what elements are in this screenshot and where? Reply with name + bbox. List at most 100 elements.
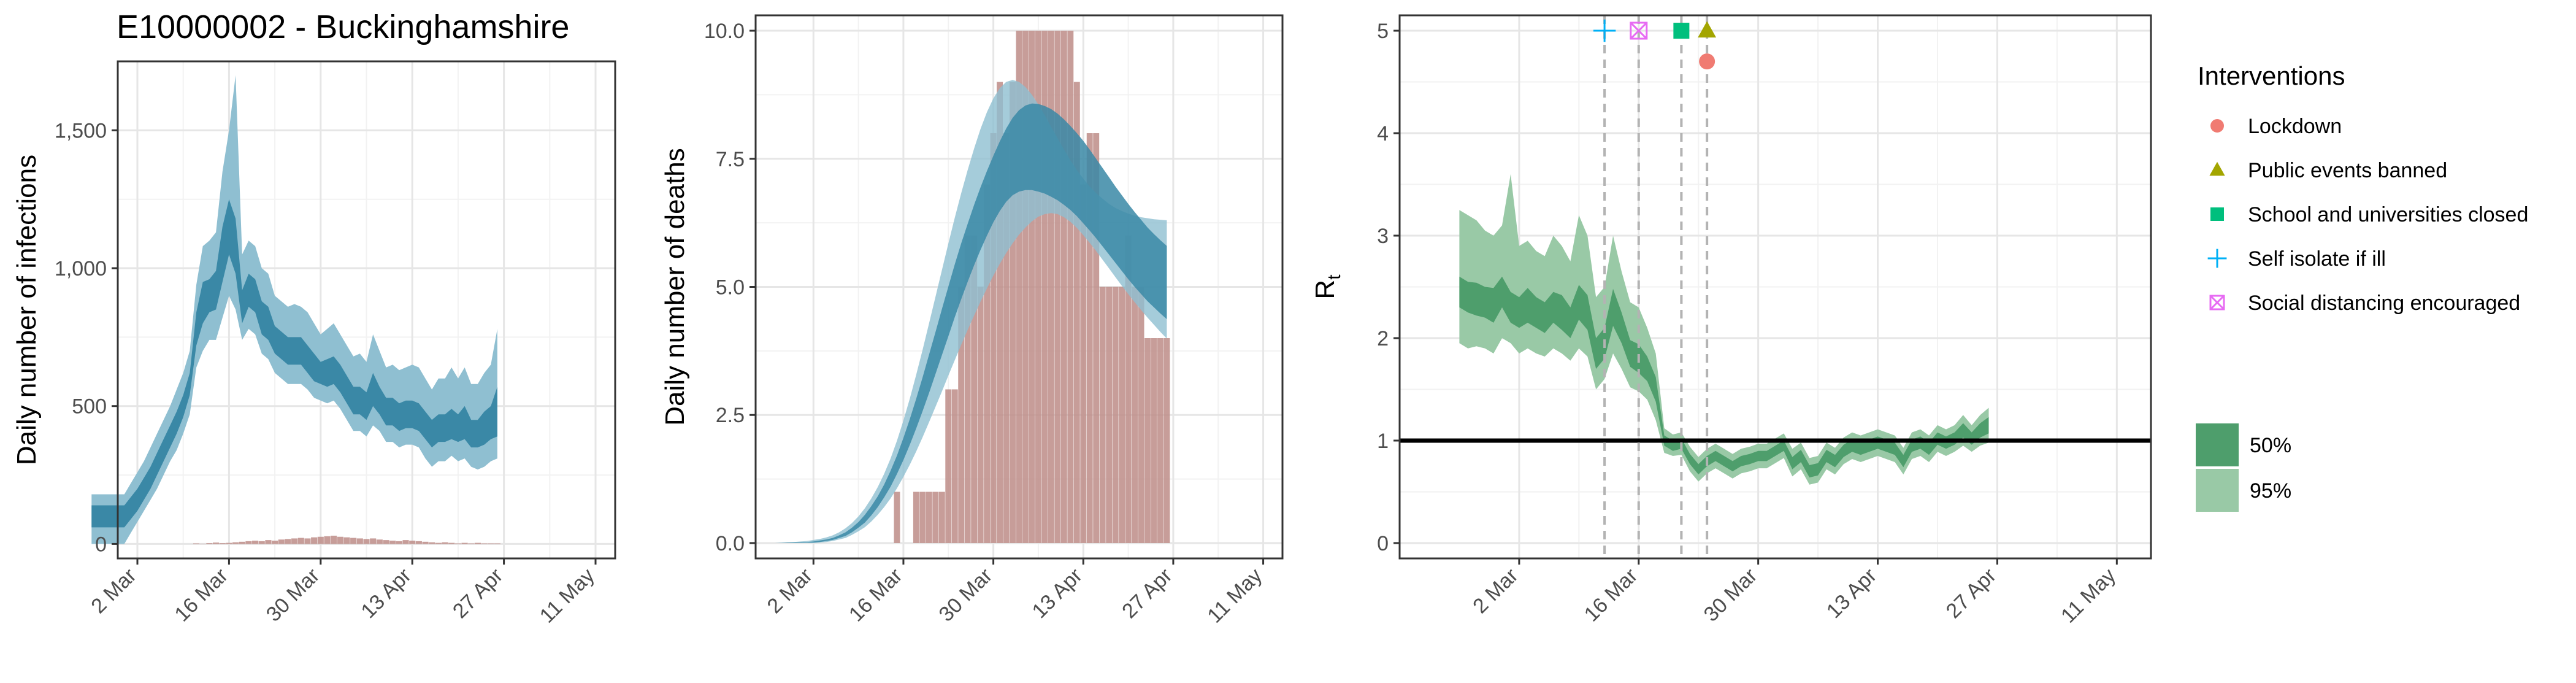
x-tick-label: 27 Apr — [1117, 564, 1176, 623]
legend-label: Social distancing encouraged — [2248, 291, 2520, 315]
data-bar — [1125, 236, 1132, 543]
y-tick-label: 0 — [95, 533, 107, 556]
y-axis-label: Daily number of infections — [12, 155, 42, 465]
x-tick-label: 11 May — [2057, 564, 2120, 628]
data-bar — [331, 535, 337, 544]
y-tick-label: 2 — [1377, 327, 1389, 350]
data-bar — [429, 542, 435, 544]
data-bar — [1151, 338, 1157, 543]
data-bar — [272, 541, 278, 544]
data-bar — [317, 536, 324, 544]
data-bar — [977, 287, 984, 543]
data-bar — [356, 538, 363, 544]
data-bar — [350, 538, 357, 544]
y-tick-label: 1,000 — [55, 257, 107, 280]
panel-border — [1398, 14, 2152, 560]
x-tick-label: 11 May — [535, 564, 599, 628]
legend-title: Interventions — [2198, 61, 2345, 90]
data-bar — [1016, 31, 1022, 543]
data-bar — [435, 542, 442, 544]
data-bar — [304, 538, 311, 544]
data-bar — [285, 539, 291, 544]
data-bar — [206, 543, 213, 544]
data-bar — [1093, 133, 1100, 543]
data-bar — [1067, 31, 1074, 543]
data-bar — [226, 542, 232, 544]
data-bar — [990, 133, 997, 543]
legend: Interventions Lockdown Public events banne… — [2196, 61, 2528, 512]
intervention-marker — [1698, 21, 1717, 38]
x-tick-label: 13 Apr — [1028, 564, 1087, 623]
legend-symbol — [2210, 207, 2224, 221]
y-tick-label: 0.0 — [716, 532, 745, 555]
legend-label: 95% — [2250, 479, 2291, 503]
data-bar — [363, 539, 370, 544]
data-bar — [1119, 287, 1125, 543]
data-bar — [932, 492, 939, 543]
y-tick-label: 1 — [1377, 430, 1389, 453]
x-tick-label: 13 Apr — [356, 564, 415, 623]
intervention-marker — [1673, 23, 1690, 39]
data-bar — [376, 539, 383, 544]
data-bar — [448, 542, 455, 544]
data-bar — [1022, 31, 1029, 543]
data-bar — [926, 492, 932, 543]
data-bar — [474, 542, 481, 544]
data-bar — [1080, 184, 1087, 543]
data-bar — [1054, 31, 1061, 543]
data-bar — [894, 492, 900, 543]
legend-label: Self isolate if ill — [2248, 247, 2386, 271]
x-tick-label: 2 Mar — [86, 564, 140, 618]
data-bar — [383, 540, 389, 544]
intervention-marker — [1630, 21, 1648, 40]
data-bar — [278, 539, 285, 544]
data-bar — [402, 540, 409, 544]
y-tick-label: 4 — [1377, 122, 1389, 145]
data-bar — [415, 541, 422, 544]
data-bar — [1073, 82, 1080, 543]
data-bar — [919, 492, 926, 543]
chart-title: E10000002 - Buckinghamshire — [117, 9, 569, 45]
legend-symbol — [2209, 295, 2225, 311]
data-bar — [913, 492, 919, 543]
legend-label: 50% — [2250, 434, 2291, 457]
data-bar — [1138, 287, 1144, 543]
data-bar — [1041, 31, 1048, 543]
data-bar — [1112, 287, 1119, 543]
y-axis-label: Rt — [1310, 274, 1344, 299]
x-tick-label: 27 Apr — [448, 564, 507, 623]
data-bar — [1003, 133, 1010, 543]
data-bar — [1132, 287, 1138, 543]
legend-symbol — [2210, 119, 2224, 133]
x-tick-label: 30 Mar — [935, 564, 997, 627]
data-bar — [324, 536, 331, 544]
data-bar — [258, 541, 265, 544]
data-bar — [232, 542, 239, 544]
y-tick-label: 0 — [1377, 532, 1389, 555]
data-bar — [951, 389, 958, 543]
data-bar — [291, 538, 298, 544]
rt-panel: 0 1 2 3 4 5 2 Mar 16 Mar 30 Mar 13 Apr 27 Apr 11 Ma… — [1310, 14, 2152, 628]
legend-label: School and universities closed — [2248, 203, 2528, 226]
data-bar — [984, 184, 991, 543]
data-bar — [1029, 31, 1035, 543]
data-bar — [1099, 287, 1106, 543]
y-tick-label: 5 — [1377, 20, 1389, 43]
y-tick-label: 7.5 — [716, 148, 745, 171]
data-bar — [297, 538, 304, 544]
data-bar — [1048, 31, 1054, 543]
data-bar — [337, 536, 343, 544]
data-bar — [343, 537, 350, 544]
y-tick-label: 3 — [1377, 225, 1389, 248]
data-bar — [958, 287, 965, 543]
data-bar — [239, 541, 245, 544]
data-bar — [389, 541, 396, 544]
data-bar — [997, 82, 1003, 543]
band-50 — [1459, 276, 1989, 478]
legend-symbol — [2207, 249, 2227, 268]
intervention-marker — [1593, 19, 1616, 42]
data-bar — [1144, 338, 1151, 543]
x-tick-label: 11 May — [1203, 564, 1267, 628]
legend-label: Public events banned — [2248, 159, 2447, 182]
data-bar — [311, 537, 318, 544]
